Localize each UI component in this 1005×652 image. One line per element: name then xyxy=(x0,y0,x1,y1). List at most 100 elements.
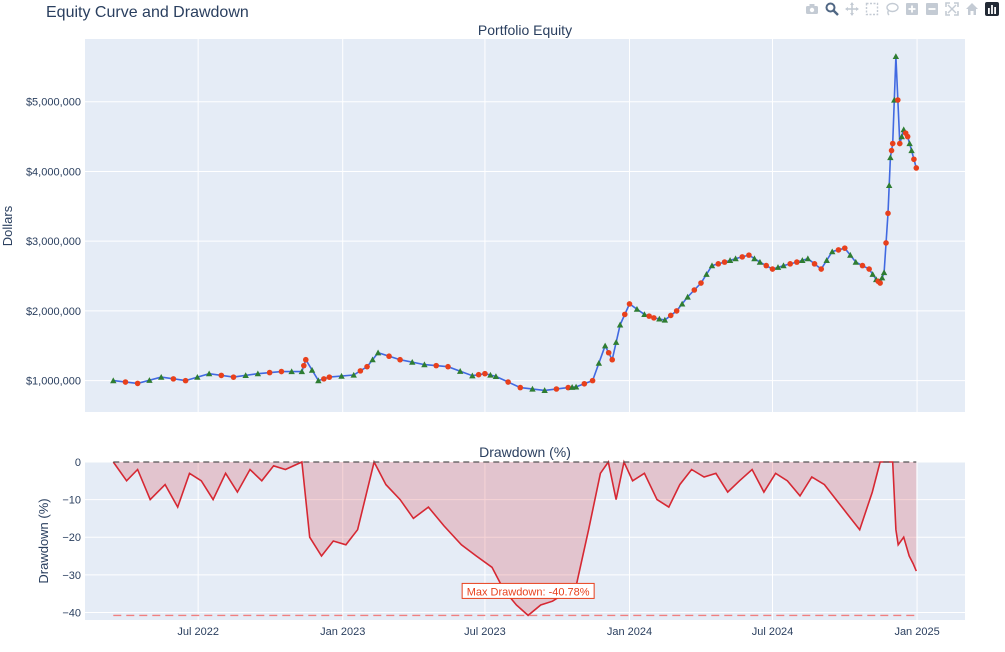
drawdown-subplot-title: Drawdown (%) xyxy=(479,444,571,460)
sell-marker xyxy=(386,353,392,360)
buy-marker xyxy=(601,342,609,349)
autoscale-icon[interactable] xyxy=(945,2,959,16)
sell-marker xyxy=(621,311,628,318)
equity-trade-markers xyxy=(110,53,920,393)
buy-marker xyxy=(146,377,153,383)
max-drawdown-annotation-text: Max Drawdown: -40.78% xyxy=(467,586,590,598)
buy-marker xyxy=(885,182,893,189)
sell-marker xyxy=(230,374,237,380)
sell-marker xyxy=(866,266,872,272)
buy-marker xyxy=(780,262,787,269)
buy-marker xyxy=(656,315,663,322)
drawdown-x-tick-label: Jan 2025 xyxy=(894,626,939,638)
sell-marker xyxy=(763,262,770,269)
plotly-logo-icon[interactable] xyxy=(985,2,999,16)
sell-marker xyxy=(605,349,612,356)
sell-marker xyxy=(691,287,698,293)
buy-marker xyxy=(298,368,306,375)
equity-gridlines xyxy=(85,39,965,412)
buy-marker xyxy=(732,255,739,262)
equity-y-tick-label: $4,000,000 xyxy=(26,166,81,178)
buy-marker xyxy=(541,387,548,393)
buy-marker xyxy=(829,248,836,255)
equity-plot-area[interactable] xyxy=(85,39,965,412)
sell-marker xyxy=(885,210,891,217)
sell-marker xyxy=(357,368,364,374)
drawdown-y-tick-label: −20 xyxy=(62,532,81,544)
buy-marker xyxy=(774,264,782,270)
sell-marker xyxy=(326,374,333,380)
chart-main-title: Equity Curve and Drawdown xyxy=(46,4,249,21)
buy-marker xyxy=(110,377,117,384)
buy-marker xyxy=(421,361,428,368)
home-icon[interactable] xyxy=(965,2,979,16)
sell-marker xyxy=(911,156,917,163)
buy-marker xyxy=(242,372,249,378)
drawdown-x-tick-label: Jul 2022 xyxy=(177,626,219,638)
sell-marker xyxy=(626,301,633,307)
buy-marker xyxy=(726,257,734,263)
buy-marker xyxy=(487,371,494,378)
buy-marker xyxy=(708,262,716,269)
sell-marker xyxy=(896,140,903,147)
sell-marker xyxy=(445,363,451,370)
sell-marker xyxy=(646,313,652,319)
drawdown-y-tick-label: −30 xyxy=(62,570,81,582)
sell-marker xyxy=(266,369,273,376)
drawdown-x-tick-label: Jan 2024 xyxy=(607,626,652,638)
sell-marker xyxy=(364,363,370,370)
buy-marker xyxy=(908,147,915,154)
sell-marker xyxy=(895,97,901,103)
buy-marker xyxy=(906,140,913,147)
camera-icon[interactable] xyxy=(805,3,819,15)
sell-marker xyxy=(609,356,616,363)
zoom-out-icon[interactable] xyxy=(925,2,939,16)
sell-marker xyxy=(883,240,889,246)
buy-marker xyxy=(158,373,165,380)
modebar xyxy=(805,2,999,16)
sell-marker xyxy=(904,133,911,140)
buy-marker xyxy=(880,269,888,276)
sell-marker xyxy=(698,280,704,286)
drawdown-y-axis-title: Drawdown (%) xyxy=(36,498,51,583)
sell-marker xyxy=(811,261,818,267)
zoom-in-icon[interactable] xyxy=(905,2,919,16)
buy-marker xyxy=(469,372,476,379)
sell-marker xyxy=(182,377,189,384)
buy-marker xyxy=(205,370,213,377)
drawdown-y-tick-label: −10 xyxy=(62,495,81,507)
buy-marker xyxy=(751,255,758,262)
sell-marker xyxy=(122,379,129,385)
sell-marker xyxy=(673,308,680,314)
sell-marker xyxy=(841,245,848,251)
box-select-icon[interactable] xyxy=(865,2,879,16)
sell-marker xyxy=(721,259,728,265)
buy-marker xyxy=(878,274,886,281)
sell-marker xyxy=(794,259,800,265)
sell-marker xyxy=(835,247,842,253)
sell-marker xyxy=(553,386,560,392)
equity-subplot-title: Portfolio Equity xyxy=(478,22,572,38)
drawdown-fill-area xyxy=(113,462,917,616)
sell-marker xyxy=(321,376,327,382)
sell-marker xyxy=(651,315,657,321)
buy-marker xyxy=(315,377,322,384)
sell-marker xyxy=(746,252,752,258)
drawdown-y-ticks: 0 −10 −20 −30 −40 xyxy=(62,457,81,619)
zoom-icon[interactable] xyxy=(825,2,839,16)
buy-marker xyxy=(633,305,641,312)
equity-y-ticks: $1,000,000 $2,000,000 $3,000,000 $4,000,000… xyxy=(26,97,81,388)
buy-marker xyxy=(194,373,201,380)
buy-marker xyxy=(616,321,624,328)
pan-icon[interactable] xyxy=(845,2,859,16)
drawdown-panel: 0 −10 −20 −30 −40 Jul 2022 Jan 2023 Jul 2023 Ja… xyxy=(36,444,965,638)
equity-y-tick-label: $3,000,000 xyxy=(26,236,81,248)
drawdown-x-ticks: Jul 2022 Jan 2023 Jul 2023 Jan 2024 Jul 2024… xyxy=(177,626,939,638)
buy-marker xyxy=(369,356,376,363)
buy-marker xyxy=(684,293,691,300)
max-drawdown-annotation: Max Drawdown: -40.78% xyxy=(461,582,595,599)
sell-marker xyxy=(818,266,825,272)
sell-marker xyxy=(739,254,746,260)
lasso-icon[interactable] xyxy=(885,2,899,16)
